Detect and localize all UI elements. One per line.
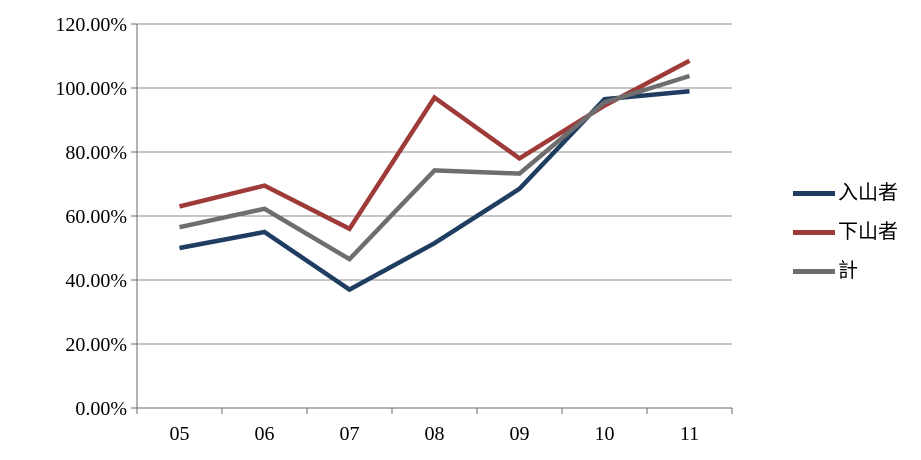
legend-line-swatch-2 (793, 268, 835, 274)
x-axis-label: 09 (510, 423, 530, 445)
legend: 入山者 下山者 計 (793, 180, 898, 297)
legend-label-0: 入山者 (838, 182, 898, 204)
gridlines (137, 23, 732, 345)
y-axis-label: 40.00% (65, 270, 127, 292)
y-axis-label: 80.00% (65, 142, 127, 164)
x-axis-label: 07 (340, 423, 360, 445)
y-axis-label: 100.00% (55, 78, 127, 100)
series-line-2 (179, 73, 691, 263)
legend-item-series-2: 計 (793, 258, 898, 284)
axes (131, 23, 733, 414)
y-axis-label: 120.00% (55, 14, 127, 36)
x-axis-label: 06 (255, 423, 275, 445)
data-series (178, 58, 691, 293)
legend-item-series-1: 下山者 (793, 219, 898, 245)
y-axis-label: 0.00% (75, 398, 127, 420)
series-line-0 (179, 88, 690, 293)
legend-label-2: 計 (838, 260, 858, 282)
series-line-1 (178, 58, 691, 232)
legend-line-swatch-1 (793, 229, 835, 235)
x-axis-label: 08 (425, 423, 445, 445)
axis-labels: 0.00% 20.00% 40.00% 60.00% 80.00% 100.00% 120.… (55, 14, 699, 445)
x-axis-label: 11 (680, 423, 699, 445)
x-axis-label: 05 (170, 423, 190, 445)
legend-line-swatch-0 (793, 190, 835, 196)
y-axis-label: 20.00% (65, 334, 127, 356)
legend-label-1: 下山者 (838, 221, 898, 243)
y-axis-label: 60.00% (65, 206, 127, 228)
x-axis-label: 10 (595, 423, 615, 445)
legend-item-series-0: 入山者 (793, 180, 898, 206)
